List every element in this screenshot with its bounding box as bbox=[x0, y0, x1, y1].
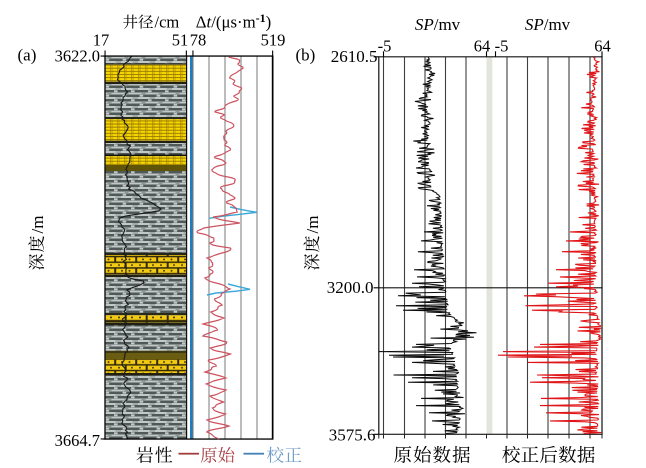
svg-text:(b): (b) bbox=[296, 46, 316, 65]
svg-text:/cm: /cm bbox=[155, 13, 180, 32]
svg-text:64: 64 bbox=[474, 37, 491, 56]
svg-text:SP/mv: SP/mv bbox=[415, 15, 461, 34]
svg-text:2610.5: 2610.5 bbox=[331, 47, 378, 66]
svg-text:/m: /m bbox=[303, 216, 322, 234]
svg-text:3575.6: 3575.6 bbox=[329, 426, 376, 445]
svg-text:519: 519 bbox=[261, 31, 286, 50]
svg-text:/m: /m bbox=[28, 216, 47, 234]
svg-text:3622.0: 3622.0 bbox=[55, 47, 100, 66]
svg-text:3664.7: 3664.7 bbox=[55, 431, 100, 450]
svg-text:3200.0: 3200.0 bbox=[327, 278, 374, 297]
svg-text:(a): (a) bbox=[18, 46, 37, 65]
svg-text:-5: -5 bbox=[378, 37, 392, 56]
svg-text:51: 51 bbox=[172, 31, 189, 50]
svg-text:Δt/(μs·m-1): Δt/(μs·m-1) bbox=[196, 11, 271, 32]
svg-text:78: 78 bbox=[190, 31, 207, 50]
svg-text:64: 64 bbox=[594, 37, 611, 56]
svg-text:SP/mv: SP/mv bbox=[525, 15, 571, 34]
svg-text:-5: -5 bbox=[495, 37, 509, 56]
svg-text:17: 17 bbox=[93, 31, 110, 50]
